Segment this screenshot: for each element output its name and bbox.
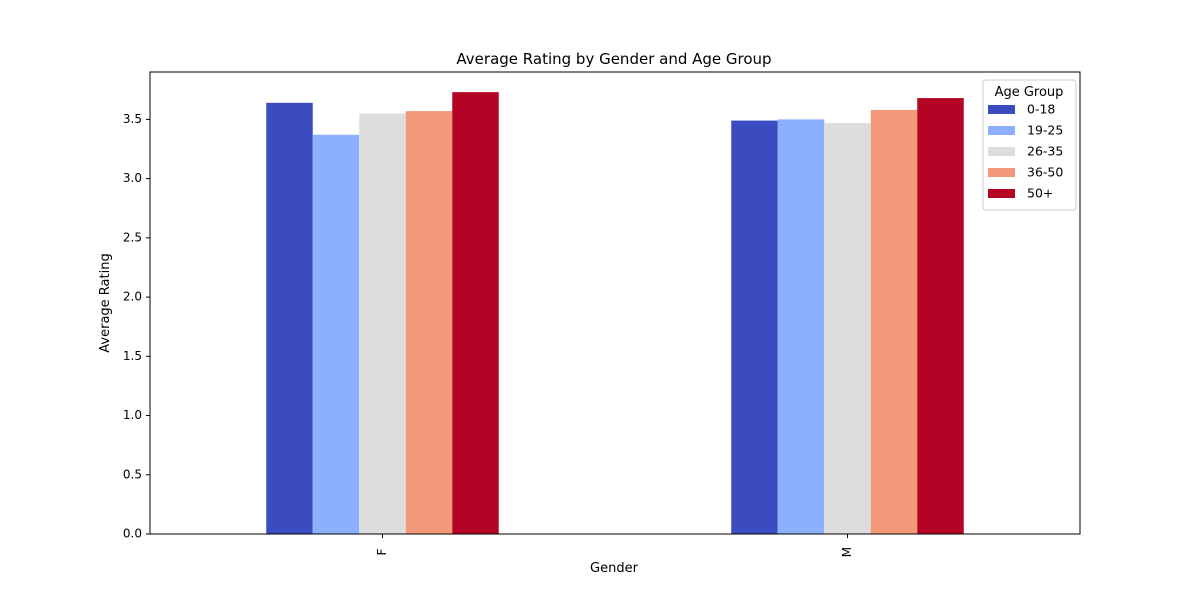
bar-F-0-18	[266, 102, 313, 535]
y-tick-label: 3.0	[123, 171, 142, 185]
y-tick-label: 3.5	[123, 112, 142, 126]
y-tick-label: 2.0	[123, 290, 142, 304]
bar-M-19-25	[777, 119, 825, 534]
bar-F-50+	[452, 92, 499, 534]
y-tick-label: 0.0	[123, 527, 142, 541]
legend-items: 0-18 19-25 26-35 36-50 50+	[988, 102, 1063, 201]
bar-F-36-50	[405, 111, 453, 534]
y-tick-label: 1.5	[123, 349, 142, 363]
legend-title: Age Group	[995, 85, 1064, 100]
x-tick-label: M	[840, 547, 854, 557]
plot-frame	[149, 71, 1081, 535]
bar-M-36-50	[870, 109, 918, 535]
bars	[266, 92, 964, 535]
bar-M-50+	[917, 98, 964, 535]
y-axis: 0.0 0.5 1.0 1.5 2.0 2.5 3.0 3.5	[123, 112, 150, 541]
legend-label-36-50: 36-50	[1027, 165, 1063, 180]
legend-swatch-36-50	[988, 168, 1015, 177]
legend-label-0-18: 0-18	[1027, 102, 1055, 117]
bar-F-26-35	[359, 113, 406, 534]
bar-F-19-25	[312, 134, 360, 535]
legend-swatch-26-35	[988, 147, 1015, 156]
legend-label-26-35: 26-35	[1027, 144, 1063, 159]
x-axis-label: Gender	[590, 561, 639, 576]
legend-label-50+: 50+	[1027, 186, 1053, 201]
legend-swatch-50+	[988, 189, 1015, 198]
y-tick-label: 0.5	[123, 467, 142, 481]
chart-title: Average Rating by Gender and Age Group	[456, 50, 771, 68]
x-tick-label: F	[375, 548, 389, 555]
y-axis-label: Average Rating	[98, 253, 113, 352]
legend-swatch-19-25	[988, 126, 1015, 135]
bar-M-0-18	[731, 120, 778, 535]
legend-label-19-25: 19-25	[1027, 123, 1063, 138]
bar-M-26-35	[824, 122, 871, 534]
y-tick-label: 2.5	[123, 230, 142, 244]
legend: Age Group 0-18 19-25 26-35 36-50 50+	[982, 79, 1077, 211]
legend-swatch-0-18	[988, 105, 1015, 114]
y-tick-label: 1.0	[123, 408, 142, 422]
